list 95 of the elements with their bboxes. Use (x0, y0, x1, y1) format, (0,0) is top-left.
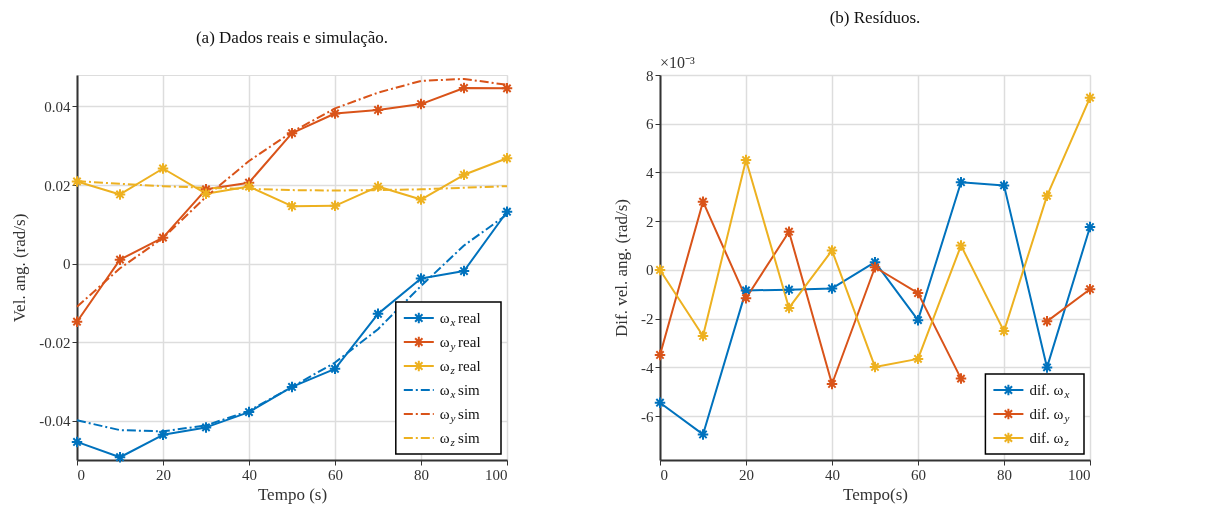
point (457, 81, 471, 95)
point (1040, 361, 1054, 374)
point (696, 428, 710, 441)
point (739, 291, 753, 305)
x-tick-label: 40 (242, 466, 257, 483)
y-tick-label: 2 (646, 213, 654, 230)
point (782, 301, 796, 315)
x-tick-label: 100 (1068, 466, 1091, 483)
point (911, 313, 925, 327)
y-axis-title: Dif. vel. ang. (rad/s) (612, 199, 631, 337)
point (911, 352, 925, 366)
x-tick-label: 100 (485, 466, 508, 483)
point (414, 97, 428, 111)
x-tick-label: 0 (77, 466, 85, 483)
point (782, 283, 796, 296)
point (371, 307, 385, 321)
y-tick-label: 8 (646, 67, 654, 84)
point (500, 205, 514, 218)
point (696, 195, 710, 208)
point (825, 282, 839, 295)
point (739, 284, 753, 297)
y-tick-label: -0.02 (39, 334, 71, 351)
y-tick-label: -6 (641, 408, 654, 425)
point (328, 199, 342, 213)
point (457, 168, 471, 182)
x-tick-label: 20 (739, 466, 754, 483)
point (1083, 282, 1097, 296)
point (997, 324, 1011, 338)
point (156, 428, 170, 442)
y-tick-label: 4 (646, 164, 654, 181)
point (199, 421, 213, 434)
point (156, 162, 170, 175)
y-axis-title: Vel. ang. (rad/s) (10, 213, 30, 323)
y-tick-label: 0 (63, 256, 71, 273)
y-tick-label: 0 (646, 262, 654, 279)
point (199, 187, 213, 200)
point (954, 239, 968, 252)
point (70, 315, 84, 328)
y-tick-label: 6 (646, 116, 654, 133)
point (113, 451, 127, 464)
point (70, 175, 84, 188)
point (414, 193, 428, 206)
point (997, 179, 1011, 192)
y-tick-label: -2 (641, 311, 654, 328)
point (825, 244, 839, 257)
point (696, 329, 710, 343)
x-tick-label: 20 (156, 466, 171, 483)
point (911, 286, 925, 300)
y-tick-label: 0.04 (44, 98, 71, 115)
point (653, 348, 667, 362)
text: ×10⁻³ (660, 54, 696, 71)
x-tick-label: 40 (825, 466, 840, 483)
point (868, 261, 882, 274)
point (653, 263, 667, 277)
point (954, 372, 968, 385)
point (1040, 189, 1054, 203)
point (156, 231, 170, 244)
point (285, 199, 299, 213)
point (457, 264, 471, 278)
point (242, 405, 256, 419)
point (70, 435, 84, 449)
x-tick-label: 0 (660, 466, 668, 483)
point (285, 126, 299, 140)
point (825, 377, 839, 391)
point (371, 180, 385, 193)
point (1040, 315, 1054, 328)
point (739, 153, 753, 167)
y-tick-label: -0.04 (39, 413, 71, 430)
point (868, 255, 882, 269)
chart-title: (b) Resíduos. (829, 8, 921, 27)
point (414, 272, 428, 285)
x-axis-title: Tempo (s) (257, 484, 328, 504)
x-tick-label: 60 (328, 466, 343, 483)
point (113, 253, 127, 266)
point (500, 82, 514, 95)
point (1083, 220, 1097, 234)
point (328, 362, 342, 376)
point (285, 380, 299, 394)
point (782, 225, 796, 238)
chart-title: (a) Dados reais e simulação. (195, 28, 389, 47)
point (371, 103, 385, 117)
x-axis-title: Tempo(s) (843, 484, 908, 504)
x-tick-label: 60 (911, 466, 926, 483)
point (328, 107, 342, 120)
point (113, 188, 127, 201)
y-tick-label: 0.02 (44, 177, 71, 194)
x-tick-label: 80 (997, 466, 1012, 483)
y-tick-label: -4 (641, 359, 654, 376)
point (242, 180, 256, 193)
point (500, 152, 514, 165)
x-tick-label: 80 (414, 466, 429, 483)
point (653, 396, 667, 409)
point (954, 175, 968, 189)
point (1083, 91, 1097, 104)
point (868, 360, 882, 374)
